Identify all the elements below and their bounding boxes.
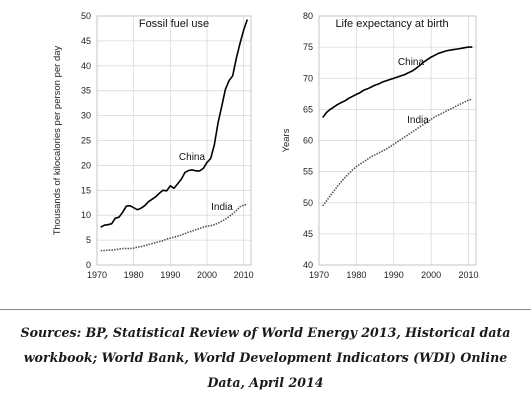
series-line-china (322, 46, 473, 118)
y-tick-label: 5 (86, 235, 91, 245)
x-tick-label: 1990 (384, 270, 404, 280)
series-line-china (100, 19, 249, 228)
y-tick-label: 55 (303, 167, 313, 177)
panel-title: Fossil fuel use (139, 18, 209, 30)
y-tick-label: 65 (303, 104, 313, 114)
x-tick-label: 1980 (346, 270, 366, 280)
plot-frame (318, 15, 477, 266)
y-tick-label: 30 (81, 111, 91, 121)
y-tick-label: 50 (303, 198, 313, 208)
y-tick-label: 80 (303, 11, 313, 21)
y-tick-label: 40 (81, 61, 91, 71)
y-tick-label: 60 (303, 136, 313, 146)
x-tick-label: 1970 (87, 270, 107, 280)
x-tick-label: 2010 (459, 270, 479, 280)
series-label-india: India (211, 202, 233, 213)
y-tick-label: 10 (81, 210, 91, 220)
x-tick-label: 2010 (234, 270, 254, 280)
plot-frame (96, 15, 252, 266)
x-tick-label: 1970 (309, 270, 329, 280)
y-tick-label: 0 (86, 260, 91, 270)
y-tick-label: 75 (303, 42, 313, 52)
x-tick-label: 2000 (197, 270, 217, 280)
y-tick-label: 45 (303, 229, 313, 239)
divider-rule (0, 309, 531, 310)
series-label-china: China (179, 152, 206, 163)
y-tick-label: 50 (81, 11, 91, 21)
sources-caption: Sources: BP, Statistical Review of World… (20, 325, 511, 390)
series-label-china: China (398, 57, 425, 68)
y-tick-label: 40 (303, 260, 313, 270)
y-axis-label: Thousands of kilocalories per person per… (52, 45, 63, 235)
charts-svg: 0 5 10 15 20 25 30 35 40 45 50 1970 1980 1990 2000 2010… (52, 11, 479, 280)
y-axis-label: Years (281, 128, 292, 152)
x-tick-label: 1990 (160, 270, 180, 280)
y-tick-label: 45 (81, 36, 91, 46)
series-line-india (322, 98, 473, 207)
x-tick-label: 2000 (421, 270, 441, 280)
series-line-india (100, 203, 248, 252)
series-label-india: India (407, 115, 429, 126)
x-tick-label: 1980 (124, 270, 144, 280)
y-tick-label: 15 (81, 185, 91, 195)
y-tick-label: 20 (81, 160, 91, 170)
y-tick-label: 25 (81, 136, 91, 146)
panel-title: Life expectancy at birth (335, 18, 448, 30)
y-tick-label: 70 (303, 73, 313, 83)
y-tick-label: 35 (81, 86, 91, 96)
